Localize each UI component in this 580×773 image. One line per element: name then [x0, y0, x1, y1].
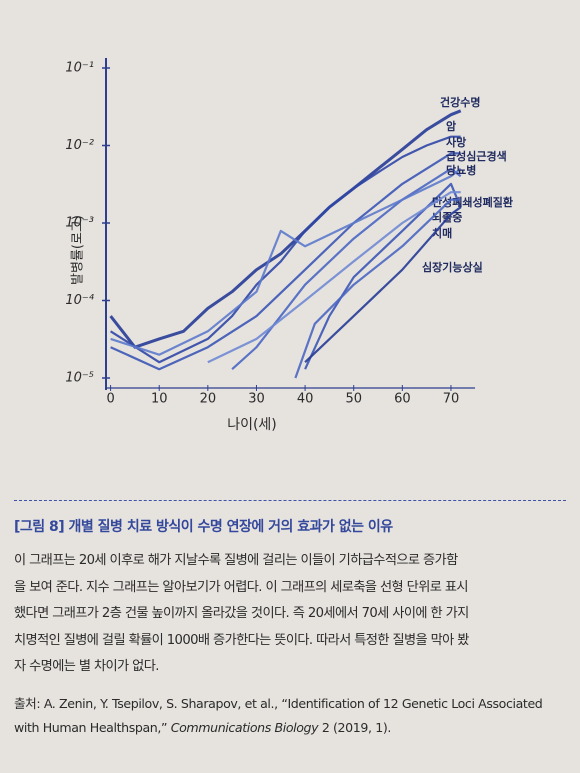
y-tick-label: 10⁻⁵ [65, 371, 94, 386]
series-line [304, 206, 462, 363]
series-line [231, 167, 462, 371]
source-text: 2 (2019, 1). [318, 720, 392, 735]
x-tick-label: 70 [443, 392, 460, 407]
series-line [109, 109, 462, 349]
source-line: 출처: A. Zenin, Y. Tsepilov, S. Sharapov, … [14, 696, 543, 711]
caption-text: 이 그래프는 20세 이후로 해가 지날수록 질병에 걸리는 이들이 기하급수적… [14, 548, 570, 681]
series-label: 당뇨병 [446, 163, 476, 177]
caption-title: [그림 8] 개별 질병 치료 방식이 수명 연장에 거의 효과가 없는 이유 [14, 519, 393, 535]
series-line [294, 198, 461, 379]
source-line: with Human Healthspan,” Communications B… [14, 716, 570, 740]
series-line [110, 135, 461, 364]
journal: Communications Biology [170, 720, 319, 735]
x-tick-label: 30 [248, 392, 265, 407]
series-label: 건강수명 [440, 95, 480, 109]
x-tick-label: 10 [151, 392, 168, 407]
caption-line: 을 보여 준다. 지수 그래프는 알아보기가 어렵다. 이 그래프의 세로축을 … [14, 579, 469, 595]
caption-line: 치명적인 질병에 걸릴 확률이 1000배 증가한다는 뜻이다. 따라서 특정한… [14, 632, 469, 648]
series-label: 만성폐쇄성폐질환 [432, 195, 513, 209]
x-tick-label: 20 [200, 392, 217, 407]
x-tick-label: 50 [345, 392, 362, 407]
caption-line: 자 수명에는 별 차이가 없다. [14, 659, 159, 674]
series-line [110, 152, 461, 371]
source-text: with Human Healthspan,” [14, 720, 171, 735]
x-tick-label: 0 [106, 392, 114, 407]
y-tick-label: 10⁻³ [65, 216, 94, 231]
x-tick-label: 60 [394, 392, 411, 407]
series-label: 암 [446, 120, 456, 133]
x-tick-label: 40 [297, 392, 314, 407]
y-tick-label: 10⁻⁴ [65, 293, 94, 308]
series-line [207, 191, 461, 364]
series-line [304, 182, 462, 370]
caption-line: 이 그래프는 20세 이후로 해가 지날수록 질병에 걸리는 이들이 기하급수적… [14, 553, 458, 568]
y-tick-label: 10⁻¹ [65, 61, 94, 76]
series-label: 사망 [446, 135, 466, 149]
y-axis-title: 발병률(로그) [71, 215, 86, 285]
series-label: 급성심근경색 [446, 149, 507, 163]
series-line [110, 167, 462, 356]
source: 출처: A. Zenin, Y. Tsepilov, S. Sharapov, … [14, 692, 570, 740]
x-axis-title: 나이(세) [227, 417, 277, 433]
caption-line: 했다면 그래프가 2층 건물 높이까지 올라갔을 것이다. 즉 20세에서 70… [14, 606, 469, 621]
y-tick-label: 10⁻² [65, 138, 94, 153]
chart: 나이(세) 발병률(로그) 10⁻⁵ 10⁻⁴ 10⁻³ 10⁻² 10⁻¹ 0 10 20 3… [65, 58, 513, 433]
divider [14, 500, 566, 501]
series-label: 심장기능상실 [422, 260, 483, 274]
